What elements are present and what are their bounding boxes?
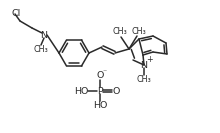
- Text: CH₃: CH₃: [137, 76, 151, 84]
- Text: CH₃: CH₃: [132, 26, 146, 36]
- Text: ⁻: ⁻: [103, 68, 107, 76]
- Text: Cl: Cl: [11, 9, 20, 18]
- Text: N: N: [40, 30, 48, 40]
- Text: +: +: [146, 55, 152, 65]
- Text: CH₃: CH₃: [113, 28, 127, 36]
- Text: N: N: [141, 61, 147, 70]
- Text: P: P: [97, 86, 103, 95]
- Text: HO: HO: [74, 86, 88, 95]
- Text: O: O: [96, 72, 104, 80]
- Text: CH₃: CH₃: [34, 45, 48, 53]
- Text: HO: HO: [93, 101, 107, 111]
- Text: O: O: [112, 86, 120, 95]
